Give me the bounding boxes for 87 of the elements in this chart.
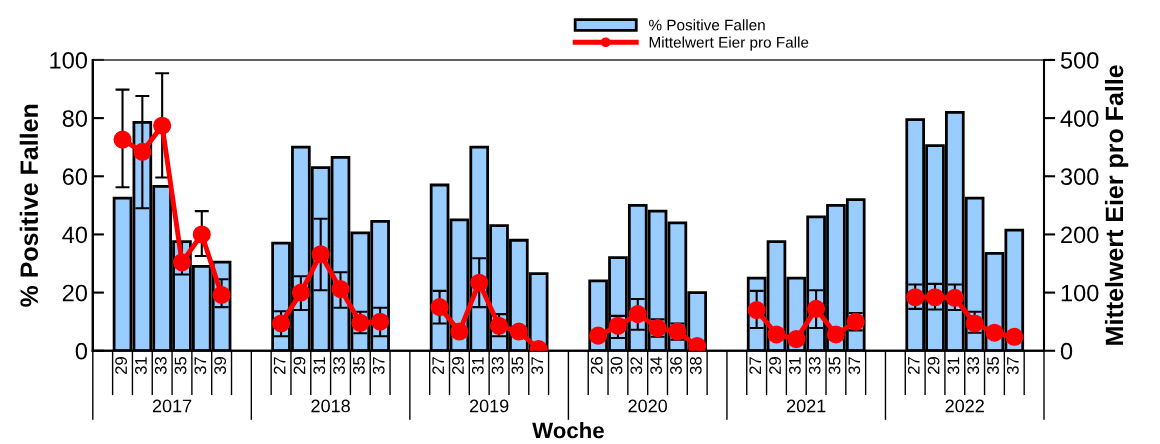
x-tick-label: 37 (372, 357, 385, 375)
point (153, 116, 172, 135)
y-tick-label: 60 (62, 168, 88, 186)
legend-label: Mittelwert Eier pro Falle (649, 36, 809, 51)
point (509, 322, 528, 341)
y-tick-label: 100 (50, 52, 88, 69)
x-tick-label: 29 (115, 357, 127, 375)
y2-tick-label: 0 (1060, 342, 1073, 360)
point (945, 288, 964, 307)
x-tick-label: 27 (432, 357, 444, 375)
y-tick-label: 0 (75, 342, 88, 360)
point (311, 245, 330, 264)
x-tick-label: 35 (511, 357, 524, 375)
legend-label: % Positive Fallen (649, 19, 765, 31)
point (331, 280, 350, 299)
x-axis-title: Woche (532, 422, 604, 439)
x-tick-label: 26 (590, 357, 603, 375)
text: 2022 (945, 399, 984, 413)
x-tick-label: 29 (293, 357, 306, 375)
x-tick-label: 31 (788, 357, 801, 375)
point (291, 283, 310, 302)
point (925, 288, 945, 307)
point (192, 225, 211, 244)
x-tick-label: 27 (749, 357, 761, 375)
point (807, 299, 826, 318)
x-tick-label: 33 (808, 357, 821, 375)
y-tick-label: 40 (62, 226, 88, 244)
x-tick-label: 31 (135, 357, 147, 375)
point (826, 325, 845, 344)
point (133, 142, 152, 161)
point (965, 314, 984, 333)
point (589, 326, 608, 345)
y2-tick-label: 200 (1061, 226, 1099, 244)
x-tick-label: 39 (214, 357, 227, 375)
y2-tick-label: 400 (1060, 110, 1099, 127)
point (628, 305, 647, 324)
text: 2018 (311, 399, 350, 413)
y2-tick-label: 500 (1060, 52, 1099, 69)
text: 2019 (469, 399, 509, 413)
point (608, 316, 627, 335)
y2-tick-label: 100 (1061, 284, 1099, 302)
point (172, 253, 192, 272)
point (985, 323, 1004, 342)
point (767, 325, 786, 344)
x-tick-label: 27 (907, 357, 920, 375)
x-tick-label: 33 (154, 357, 167, 375)
y-axis-title: % Positive Fallen (19, 104, 39, 307)
point (787, 330, 806, 349)
point (212, 285, 231, 304)
x-tick-label: 37 (848, 357, 861, 375)
point (371, 312, 390, 331)
point (1005, 327, 1024, 346)
point (450, 322, 469, 341)
y-tick-label: 20 (62, 284, 88, 302)
x-tick-label: 35 (987, 357, 999, 375)
x-tick-label: 33 (491, 357, 504, 375)
x-tick-label: 29 (452, 357, 464, 375)
x-tick-label: 30 (610, 356, 623, 375)
y2-tick-label: 300 (1060, 168, 1099, 186)
x-tick-label: 35 (174, 357, 187, 375)
x-tick-label: 34 (650, 356, 663, 375)
text: 2021 (787, 399, 826, 413)
x-tick-label: 37 (194, 357, 207, 375)
text: 2017 (152, 399, 192, 413)
x-tick-label: 29 (769, 357, 781, 375)
x-tick-label: 33 (967, 357, 980, 375)
x-tick-label: 31 (471, 357, 484, 375)
x-tick-label: 36 (670, 357, 682, 375)
x-tick-label: 37 (531, 357, 544, 375)
y-tick-label: 80 (62, 110, 88, 127)
point (430, 298, 449, 317)
x-tick-label: 33 (333, 357, 345, 375)
x-tick-label: 31 (947, 357, 960, 375)
x-tick-label: 35 (828, 357, 841, 375)
x-tick-label: 31 (313, 357, 326, 375)
x-tick-label: 35 (353, 357, 365, 375)
point (272, 314, 291, 333)
text: 2020 (628, 399, 668, 413)
point (470, 273, 489, 292)
x-tick-label: 37 (1006, 357, 1019, 375)
x-tick-label: 29 (927, 357, 940, 375)
x-tick-label: 27 (273, 357, 286, 375)
y2-axis-title: Mittelwert Eier pro Falle (1104, 65, 1129, 345)
point (906, 288, 925, 307)
x-tick-label: 32 (630, 357, 643, 375)
point (113, 130, 132, 149)
x-tick-label: 38 (689, 357, 702, 375)
